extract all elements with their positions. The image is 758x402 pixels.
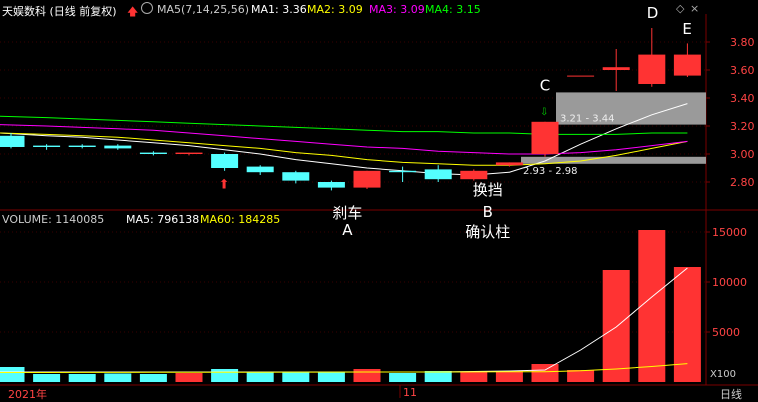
candle-body: [246, 166, 274, 173]
range-box-upper: [556, 92, 706, 125]
annotation-c-letter: C: [540, 76, 550, 94]
volume-bar: [317, 372, 345, 382]
ma4-value: MA4: 3.15: [425, 3, 481, 16]
volume-bar: [638, 230, 666, 382]
volume-bar: [211, 369, 239, 382]
ma3-value: MA3: 3.09: [369, 3, 425, 16]
volume-ma5-line: [0, 267, 688, 373]
volume-bar: [282, 372, 310, 382]
volume-bar: [175, 373, 203, 382]
up-arrow-marker: ⬆: [219, 177, 230, 192]
candle-body: [389, 170, 417, 173]
candle-body: [33, 145, 61, 147]
range-upper-label: 3.21 - 3.44: [560, 114, 615, 125]
annotation-b-sub: 确认柱: [465, 223, 510, 241]
volume-bar: [68, 374, 96, 382]
ma-params-label[interactable]: MA5(7,14,25,56): [157, 3, 250, 16]
volume-value: VOLUME: 1140085: [2, 213, 105, 226]
candle-body: [68, 145, 96, 147]
candle-body: [638, 54, 666, 84]
down-arrow-marker: ⇩: [540, 107, 548, 118]
candle-body: [602, 67, 630, 70]
volume-ma60-line: [0, 363, 688, 373]
candle-body: [282, 172, 310, 181]
ma1-value: MA1: 3.36: [251, 3, 307, 16]
volume-bar: [246, 372, 274, 382]
annotation-a-text: 刹车: [332, 204, 362, 222]
candle-body: [317, 182, 345, 188]
candle-body: [139, 152, 167, 154]
candle-body: [0, 135, 25, 147]
volume-bar: [460, 372, 488, 382]
diamond-icon[interactable]: ◇: [676, 2, 685, 15]
volume-ma60-value: MA60: 184285: [200, 213, 281, 226]
period-label[interactable]: 日线: [720, 388, 742, 401]
price-tick-label: 3.00: [730, 148, 755, 161]
volume-bar: [495, 371, 523, 382]
volume-bar: [567, 370, 595, 382]
volume-bar: [424, 371, 452, 382]
up-arrow-icon: 🡅: [127, 5, 139, 18]
settings-circle-icon[interactable]: [141, 2, 153, 14]
volume-bar: [33, 374, 61, 382]
candle-body: [531, 121, 559, 154]
volume-bar: [139, 374, 167, 382]
price-tick-label: 3.60: [730, 64, 755, 77]
price-tick-label: 3.40: [730, 92, 755, 105]
candle-body: [673, 54, 701, 76]
ma2-line: [0, 132, 688, 166]
volume-tick-label: 15000: [712, 226, 747, 239]
price-tick-label: 3.80: [730, 36, 755, 49]
candle-body: [353, 170, 381, 188]
volume-bar: [602, 270, 630, 382]
price-tick-label: 2.80: [730, 176, 755, 189]
ma4-line: [0, 115, 688, 135]
volume-unit-label: X100: [710, 369, 736, 380]
volume-bar: [353, 369, 381, 382]
close-icon[interactable]: ×: [690, 2, 700, 15]
date-label-month: 11: [403, 386, 417, 399]
volume-ma5-value: MA5: 796138: [126, 213, 200, 226]
range-box-lower: [521, 156, 706, 164]
ma3-line: [0, 124, 688, 155]
volume-bar: [389, 373, 417, 382]
candle-body: [460, 170, 488, 180]
annotation-e-letter: E: [682, 20, 691, 38]
annotation-d-letter: D: [647, 4, 659, 22]
candle-body: [104, 145, 132, 149]
candle-body: [424, 169, 452, 180]
volume-tick-label: 5000: [712, 326, 740, 339]
annotation-b-letter: B: [483, 203, 493, 221]
volume-bar: [673, 267, 701, 382]
stock-title[interactable]: 天娱数科 (日线 前复权): [2, 5, 117, 18]
volume-bar: [531, 364, 559, 382]
candle-body: [175, 152, 203, 154]
annotation-b-text: 换挡: [473, 181, 503, 199]
volume-bar: [0, 367, 25, 382]
ma1-line: [0, 103, 688, 176]
volume-tick-label: 10000: [712, 276, 747, 289]
candle-body: [495, 162, 523, 166]
ma2-value: MA2: 3.09: [307, 3, 363, 16]
range-lower-label: 2.93 - 2.98: [523, 166, 578, 177]
price-tick-label: 3.20: [730, 120, 755, 133]
candle-body: [567, 75, 595, 77]
candle-body: [211, 154, 239, 168]
date-label-year: 2021年: [8, 388, 47, 401]
volume-bar: [104, 373, 132, 382]
annotation-a-letter: A: [342, 221, 353, 239]
